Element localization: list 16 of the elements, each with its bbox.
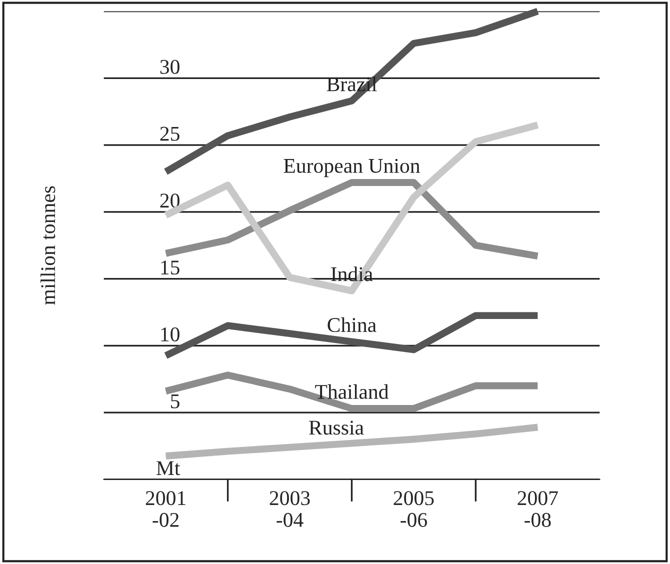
y-tick-label: Mt [156,461,180,476]
series-label: China [328,317,376,332]
y-tick-label: 15 [161,260,180,275]
series-label: Russia [309,420,364,435]
y-axis-title: million tonnes [40,186,56,305]
x-tick-label: 2005 -06 [394,491,434,527]
x-tick-label: 2001 -02 [146,491,186,527]
y-tick-label: 10 [161,327,180,342]
y-tick-label: 25 [160,126,180,141]
series-label: European Union [284,158,420,178]
series-label: Thailand [315,384,389,399]
x-tick-label: 2003 -04 [270,491,310,527]
x-tick-label: 2007 -08 [518,491,558,527]
y-tick-label: 20 [160,194,180,208]
y-tick-label: 30 [160,60,180,74]
y-tick-label: 5 [171,394,180,408]
